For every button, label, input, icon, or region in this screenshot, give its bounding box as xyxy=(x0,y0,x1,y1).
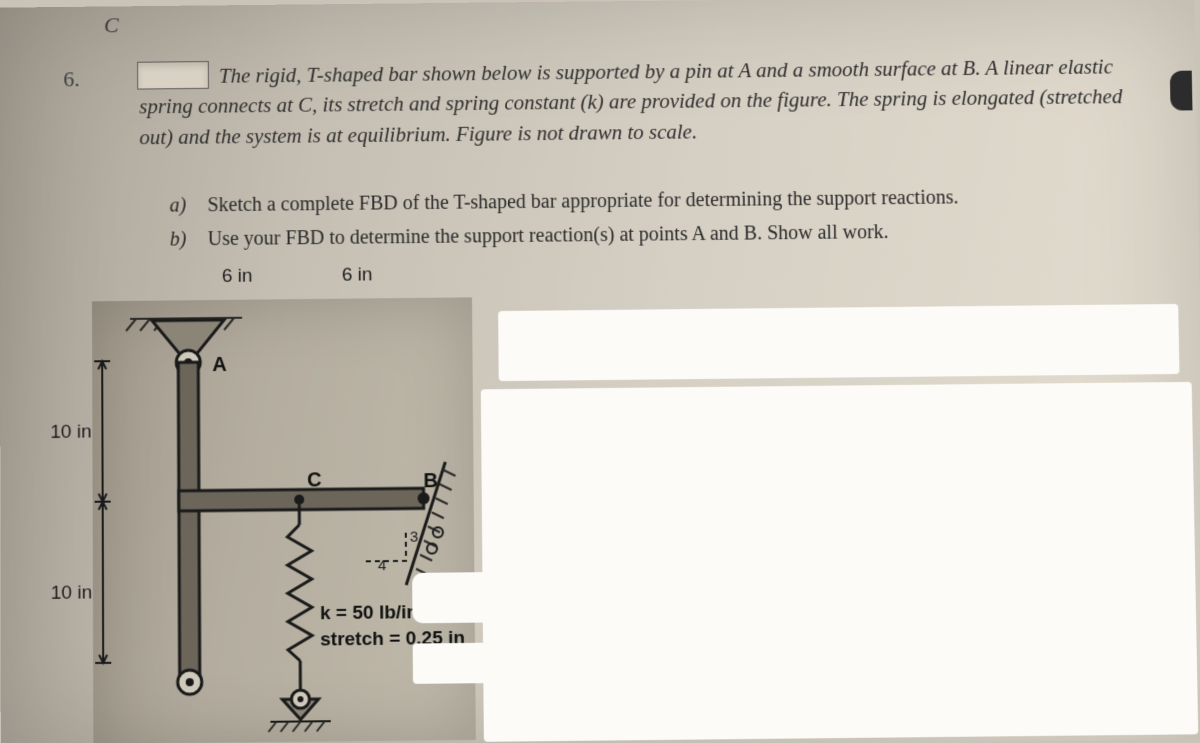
part-a-label: a) xyxy=(170,190,208,220)
problem-number: 6. xyxy=(63,66,80,92)
spring-k: k = 50 lb/in xyxy=(320,601,418,627)
scan-artifact xyxy=(1170,71,1193,111)
dim-6in-right: 6 in xyxy=(342,264,373,286)
problem-block: 6. The rigid, T-shaped bar shown below i… xyxy=(59,51,1155,62)
label-A: A xyxy=(212,354,227,377)
whiteout-1 xyxy=(498,304,1179,381)
whiteout-3 xyxy=(413,643,494,684)
problem-statement: The rigid, T-shaped bar shown below is s… xyxy=(139,51,1157,152)
part-a: a) Sketch a complete FBD of the T-shaped… xyxy=(170,180,1159,220)
part-b-label: b) xyxy=(170,224,208,254)
slope-3: 3 xyxy=(410,529,419,546)
label-C: C xyxy=(307,469,322,492)
dim-10in-lower: 10 in xyxy=(51,582,92,605)
part-b-text: Use your FBD to determine the support re… xyxy=(208,214,1159,254)
whiteout-4 xyxy=(412,572,493,623)
corner-label: C xyxy=(104,12,119,38)
label-B: B xyxy=(423,470,438,493)
dim-6in-left: 6 in xyxy=(222,266,253,288)
subparts: a) Sketch a complete FBD of the T-shaped… xyxy=(170,180,1160,258)
dim-10in-upper: 10 in xyxy=(50,421,91,444)
slope-4: 4 xyxy=(378,557,387,574)
scanned-page: C 6. The rigid, T-shaped bar shown below… xyxy=(0,0,1200,743)
part-a-text: Sketch a complete FBD of the T-shaped ba… xyxy=(207,180,1158,220)
whiteout-2 xyxy=(481,382,1198,742)
part-b: b) Use your FBD to determine the support… xyxy=(170,214,1159,254)
